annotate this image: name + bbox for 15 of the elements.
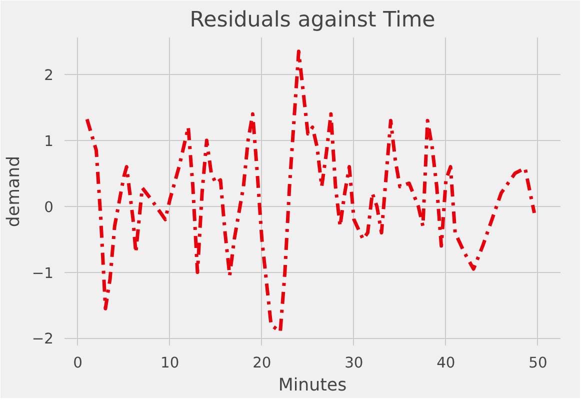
x-tick-label: 0 [73,354,83,372]
y-tick-label: 1 [44,132,54,150]
y-tick-label: 0 [44,198,54,216]
y-tick-label: 2 [44,66,54,84]
x-tick-label: 30 [344,354,364,372]
x-tick-label: 50 [528,354,548,372]
line-series [85,50,536,334]
x-tick-label: 40 [436,354,456,372]
x-tick-label: 20 [252,354,272,372]
y-tick-label: −2 [32,330,54,348]
y-tick-label: −1 [32,264,54,282]
x-axis-title: Minutes [278,376,347,396]
y-axis-title: demand [4,156,24,228]
x-tick-label: 10 [160,354,180,372]
chart-title: Residuals against Time [190,8,436,32]
